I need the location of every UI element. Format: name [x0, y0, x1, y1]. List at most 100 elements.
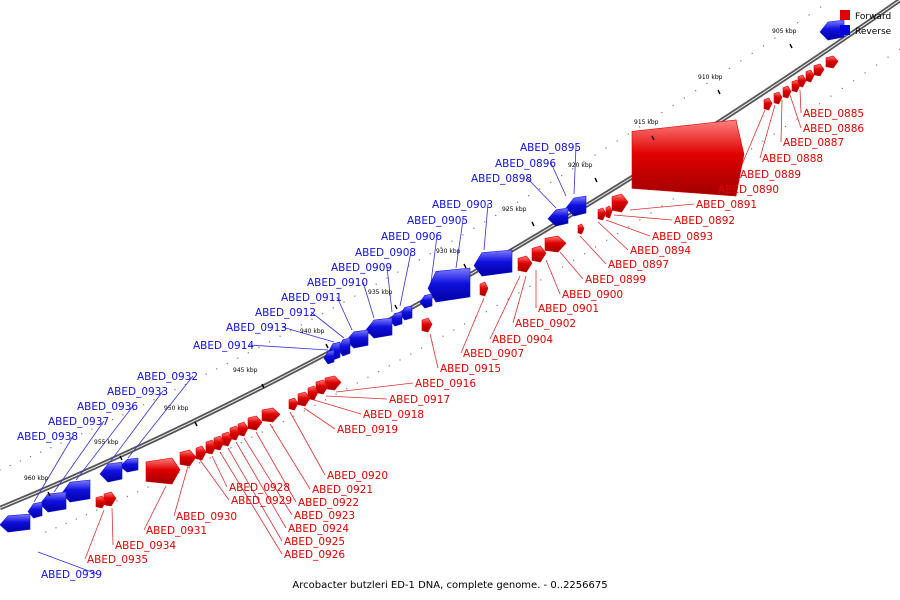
- gene-label-abed-0896[interactable]: ABED_0896: [495, 158, 556, 170]
- gene-label-abed-0916[interactable]: ABED_0916: [415, 378, 476, 390]
- gene-label-abed-0904[interactable]: ABED_0904: [492, 334, 553, 346]
- gene-label-abed-0888[interactable]: ABED_0888: [762, 153, 823, 165]
- gene-arrow-abed-0885[interactable]: [825, 55, 839, 69]
- gene-label-abed-0893[interactable]: ABED_0893: [652, 231, 713, 243]
- gene-label-abed-0897[interactable]: ABED_0897: [608, 259, 669, 271]
- gene-arrow-abed-0897[interactable]: [605, 205, 613, 219]
- gene-arrow-abed-0902[interactable]: [531, 245, 547, 263]
- gene-arrow-abed-0889[interactable]: [791, 79, 801, 93]
- gene-label-abed-0926[interactable]: ABED_0926: [284, 549, 345, 561]
- gene-arrow-abed-0890[interactable]: [782, 85, 792, 99]
- gene-arrow-abed-0908[interactable]: [399, 305, 413, 321]
- gene-label-abed-0937[interactable]: ABED_0937: [48, 416, 109, 428]
- gene-arrow-abed-0921[interactable]: [261, 407, 281, 423]
- gene-arrow-abed-0906[interactable]: [419, 293, 433, 309]
- gene-arrow-abed-0931[interactable]: [145, 457, 181, 485]
- gene-label-abed-0923[interactable]: ABED_0923: [294, 510, 355, 522]
- gene-arrow-abed-0922[interactable]: [247, 415, 263, 431]
- gene-label-abed-0887[interactable]: ABED_0887: [783, 137, 844, 149]
- gene-arrow-abed-0900[interactable]: [577, 223, 585, 235]
- gene-label-abed-0925[interactable]: ABED_0925: [284, 536, 345, 548]
- gene-label-abed-0906[interactable]: ABED_0906: [381, 231, 442, 243]
- gene-label-abed-0885[interactable]: ABED_0885: [803, 108, 864, 120]
- gene-arrow-abed-0891[interactable]: [773, 91, 783, 105]
- gene-arrow-abed-0928[interactable]: [205, 439, 217, 455]
- gene-arrow-abed-0912[interactable]: [337, 337, 351, 357]
- gene-label-abed-0919[interactable]: ABED_0919: [337, 424, 398, 436]
- gene-arrow-abed-0916[interactable]: [324, 375, 342, 391]
- gene-label-abed-0928[interactable]: ABED_0928: [229, 482, 290, 494]
- gene-label-abed-0891[interactable]: ABED_0891: [696, 199, 757, 211]
- gene-label-abed-0917[interactable]: ABED_0917: [389, 394, 450, 406]
- gene-label-abed-0902[interactable]: ABED_0902: [515, 318, 576, 330]
- gene-label-abed-0929[interactable]: ABED_0929: [231, 495, 292, 507]
- gene-arrow-abed-0932[interactable]: [119, 457, 139, 473]
- gene-label-abed-0914[interactable]: ABED_0914: [193, 340, 254, 352]
- gene-arrow-abed-0899[interactable]: [597, 207, 607, 221]
- gene-label-abed-0921[interactable]: ABED_0921: [312, 484, 373, 496]
- gene-label-abed-0933[interactable]: ABED_0933: [107, 386, 168, 398]
- gene-arrow-abed-0901[interactable]: [544, 235, 567, 253]
- gene-label-abed-0886[interactable]: ABED_0886: [803, 123, 864, 135]
- gene-arrow-abed-0892[interactable]: [763, 97, 773, 111]
- gene-arrow-abed-0914[interactable]: [323, 349, 335, 365]
- gene-label-abed-0894[interactable]: ABED_0894: [630, 245, 691, 257]
- gene-label-abed-0915[interactable]: ABED_0915: [440, 363, 501, 375]
- gene-arrow-abed-0920[interactable]: [288, 397, 299, 411]
- gene-arrow-abed-0898[interactable]: [547, 207, 569, 227]
- gene-arrow-abed-0919[interactable]: [297, 391, 311, 407]
- gene-label-abed-0892[interactable]: ABED_0892: [674, 215, 735, 227]
- gene-arrow-abed-0893[interactable]: [631, 119, 745, 197]
- gene-label-abed-0909[interactable]: ABED_0909: [331, 262, 392, 274]
- gene-arrow-abed-0886[interactable]: [813, 63, 825, 77]
- scale-dot: [442, 335, 444, 337]
- gene-label-abed-0890[interactable]: ABED_0890: [718, 184, 779, 196]
- gene-arrow-abed-0935[interactable]: [95, 495, 107, 509]
- gene-label-abed-0905[interactable]: ABED_0905: [407, 215, 468, 227]
- gene-arrow-abed-0903[interactable]: [473, 249, 513, 277]
- gene-label-abed-0910[interactable]: ABED_0910: [307, 277, 368, 289]
- gene-label-abed-0899[interactable]: ABED_0899: [585, 274, 646, 286]
- gene-label-abed-0920[interactable]: ABED_0920: [327, 470, 388, 482]
- gene-label-abed-0930[interactable]: ABED_0930: [176, 511, 237, 523]
- gene-arrow-abed-0937[interactable]: [39, 491, 67, 513]
- gene-arrow-abed-0887[interactable]: [805, 69, 815, 83]
- gene-label-abed-0936[interactable]: ABED_0936: [77, 401, 138, 413]
- gene-arrow-abed-0938[interactable]: [27, 501, 43, 519]
- gene-arrow-abed-0934[interactable]: [103, 491, 117, 507]
- gene-arrow-abed-0905[interactable]: [427, 267, 471, 303]
- gene-label-abed-0900[interactable]: ABED_0900: [562, 289, 623, 301]
- gene-arrow-abed-0907[interactable]: [479, 281, 489, 297]
- gene-arrow-abed-0896[interactable]: [565, 195, 587, 217]
- gene-arrow-abed-0929[interactable]: [195, 445, 207, 461]
- gene-label-abed-0939[interactable]: ABED_0939: [41, 569, 102, 581]
- gene-label-abed-0935[interactable]: ABED_0935: [87, 554, 148, 566]
- gene-arrow-abed-0904[interactable]: [517, 255, 533, 273]
- gene-arrow-abed-0930[interactable]: [179, 449, 197, 467]
- gene-label-abed-0907[interactable]: ABED_0907: [463, 348, 524, 360]
- gene-label-abed-0932[interactable]: ABED_0932: [137, 371, 198, 383]
- gene-label-abed-0913[interactable]: ABED_0913: [226, 322, 287, 334]
- gene-label-abed-0912[interactable]: ABED_0912: [255, 307, 316, 319]
- gene-arrow-abed-0933[interactable]: [99, 461, 123, 483]
- gene-arrow-abed-0910[interactable]: [365, 317, 393, 339]
- gene-label-abed-0938[interactable]: ABED_0938: [17, 431, 78, 443]
- gene-arrow-abed-0909[interactable]: [389, 311, 403, 327]
- scale-dot: [116, 500, 118, 502]
- gene-label-abed-0908[interactable]: ABED_0908: [355, 247, 416, 259]
- gene-label-abed-0901[interactable]: ABED_0901: [538, 303, 599, 315]
- gene-label-abed-0898[interactable]: ABED_0898: [471, 173, 532, 185]
- gene-arrow-abed-0894[interactable]: [611, 193, 629, 213]
- gene-label-abed-0918[interactable]: ABED_0918: [363, 409, 424, 421]
- gene-arrow-abed-0915[interactable]: [421, 317, 433, 333]
- gene-label-abed-0922[interactable]: ABED_0922: [298, 497, 359, 509]
- gene-label-abed-0934[interactable]: ABED_0934: [115, 540, 176, 552]
- gene-arrow-abed-0939[interactable]: [0, 513, 31, 533]
- gene-label-abed-0911[interactable]: ABED_0911: [281, 292, 342, 304]
- gene-label-abed-0895[interactable]: ABED_0895: [520, 142, 581, 154]
- scale-dot: [638, 126, 641, 128]
- gene-label-abed-0931[interactable]: ABED_0931: [146, 525, 207, 537]
- gene-label-abed-0903[interactable]: ABED_0903: [432, 199, 493, 211]
- gene-label-abed-0924[interactable]: ABED_0924: [288, 523, 349, 535]
- gene-label-abed-0889[interactable]: ABED_0889: [740, 169, 801, 181]
